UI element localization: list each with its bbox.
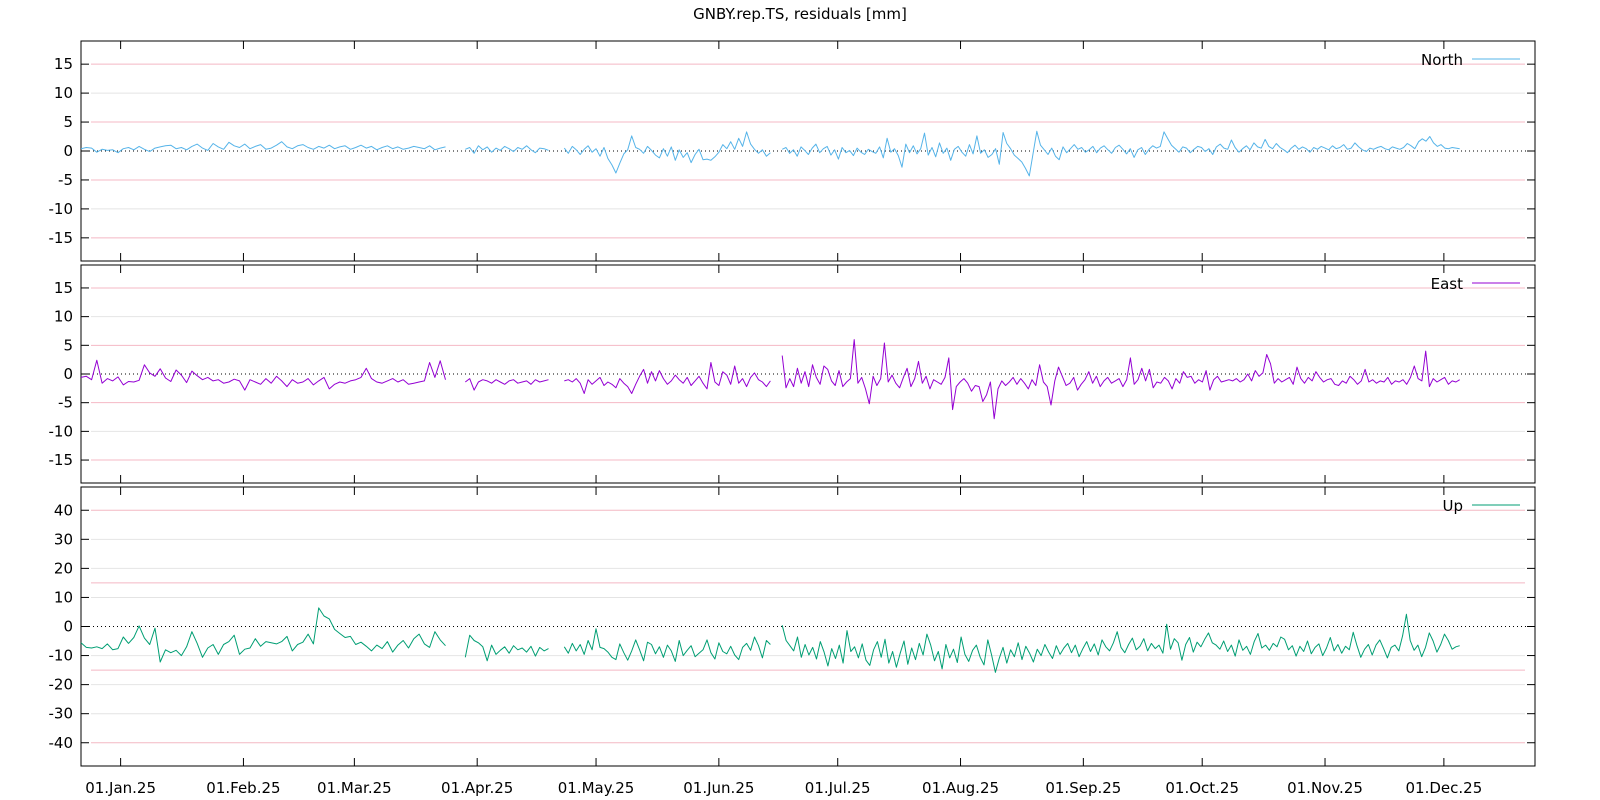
y-tick-label: 10 <box>54 308 73 326</box>
legend-up: Up <box>1442 497 1520 515</box>
y-tick-label: -15 <box>49 451 74 469</box>
x-tick-label: 01.Oct.25 <box>1165 779 1239 797</box>
y-tick-label: 0 <box>63 142 73 160</box>
y-tick-label: 0 <box>63 365 73 383</box>
panel-north: -15 -10 -5 0 5 10 15 North <box>49 40 1536 262</box>
y-tick-label: 30 <box>54 530 73 548</box>
x-tick-label: 01.Aug.25 <box>922 779 999 797</box>
x-tick-label: 01.May.25 <box>558 779 635 797</box>
chart-title: GNBY.rep.TS, residuals [mm] <box>693 5 907 23</box>
series-line-east <box>464 378 549 391</box>
y-tick-label: -5 <box>58 394 73 412</box>
y-tick-label: 5 <box>63 113 73 131</box>
y-tick-label: -10 <box>49 647 74 665</box>
y-tick-label: -5 <box>58 171 73 189</box>
series-line-north <box>465 145 549 154</box>
series-line-north <box>80 141 446 154</box>
series-line-north <box>563 131 771 174</box>
y-tick-label: 40 <box>54 501 73 519</box>
panels: -15 -10 -5 0 5 10 15 North -15 -10 -5 0 5 10 15 East -40… <box>49 40 1536 767</box>
y-tick-label: 15 <box>54 279 73 297</box>
y-tick-label: 10 <box>54 588 73 606</box>
y-tick-label: 0 <box>63 618 73 636</box>
x-tick-label: 01.Mar.25 <box>317 779 392 797</box>
x-tick-label: 01.Feb.25 <box>206 779 280 797</box>
legend-label: North <box>1421 51 1463 69</box>
x-axis: 01.Jan.25 01.Feb.25 01.Mar.25 01.Apr.25 01.M… <box>85 779 1482 797</box>
series-line-north <box>781 130 1460 177</box>
y-tick-label: -10 <box>49 200 74 218</box>
panel-frame <box>80 486 1536 767</box>
panel-east: -15 -10 -5 0 5 10 15 East <box>49 264 1536 484</box>
x-tick-label: 01.Jan.25 <box>85 779 156 797</box>
x-tick-label: 01.Dec.25 <box>1406 779 1483 797</box>
legend-label: East <box>1431 275 1463 293</box>
y-tick-label: -40 <box>49 734 74 752</box>
series-line-east <box>564 362 771 394</box>
panel-up: -40 -30 -20 -10 0 10 20 30 40 Up <box>49 486 1536 767</box>
legend-label: Up <box>1442 497 1463 515</box>
series-line-east <box>781 339 1460 420</box>
x-tick-label: 01.Jul.25 <box>805 779 871 797</box>
series-line-east <box>80 359 446 391</box>
legend-north: North <box>1421 51 1520 69</box>
y-tick-label: -20 <box>49 676 74 694</box>
y-tick-label: -30 <box>49 705 74 723</box>
y-tick-label: 5 <box>63 336 73 354</box>
series-line-up <box>80 607 446 663</box>
y-tick-label: -15 <box>49 229 74 247</box>
y-tick-label: 15 <box>54 55 73 73</box>
y-tick-label: 20 <box>54 559 73 577</box>
series-line-up <box>464 634 549 662</box>
legend-east: East <box>1431 275 1520 293</box>
x-tick-label: 01.Nov.25 <box>1287 779 1363 797</box>
x-tick-label: 01.Jun.25 <box>683 779 754 797</box>
series-line-up <box>781 613 1460 673</box>
panel-frame <box>80 40 1536 262</box>
x-tick-label: 01.Apr.25 <box>441 779 513 797</box>
series-line-up <box>563 628 771 662</box>
y-tick-label: 10 <box>54 84 73 102</box>
x-tick-label: 01.Sep.25 <box>1045 779 1121 797</box>
y-tick-label: -10 <box>49 422 74 440</box>
